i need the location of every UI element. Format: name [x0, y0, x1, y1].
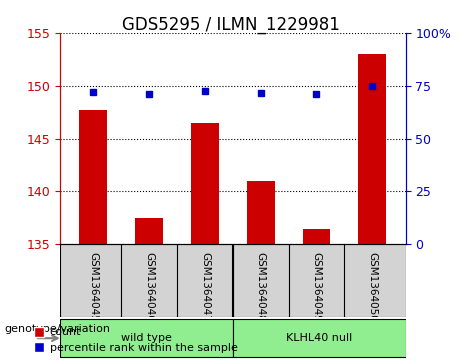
Legend: count, percentile rank within the sample: count, percentile rank within the sample	[29, 323, 242, 358]
Bar	[60, 319, 233, 357]
Bar	[302, 229, 331, 244]
Text: genotype/variation: genotype/variation	[5, 323, 111, 334]
Bar	[191, 123, 219, 244]
Bar	[233, 319, 406, 357]
Text: GSM1364045: GSM1364045	[89, 252, 98, 322]
Text: GSM1364048: GSM1364048	[256, 252, 266, 322]
Text: GSM1364050: GSM1364050	[367, 252, 377, 321]
Text: GSM1364046: GSM1364046	[144, 252, 154, 322]
Text: GDS5295 / ILMN_1229981: GDS5295 / ILMN_1229981	[122, 16, 339, 34]
Bar	[358, 54, 386, 244]
Bar	[247, 181, 275, 244]
Text: GSM1364049: GSM1364049	[312, 252, 321, 322]
Bar	[79, 110, 107, 244]
Text: KLHL40 null: KLHL40 null	[286, 333, 352, 343]
Bar	[135, 218, 163, 244]
Text: GSM1364047: GSM1364047	[200, 252, 210, 322]
Text: wild type: wild type	[121, 333, 172, 343]
